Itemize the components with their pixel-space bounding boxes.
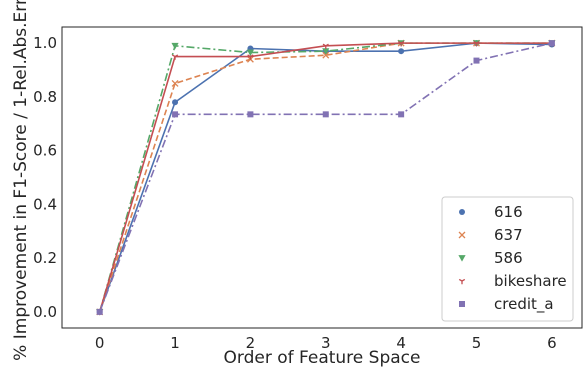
data-point (322, 48, 330, 55)
legend-label: bikeshare (494, 272, 567, 290)
data-point (247, 54, 254, 60)
data-point (246, 49, 255, 57)
data-point (322, 43, 329, 50)
data-point (473, 57, 480, 64)
legend-label: 616 (494, 203, 523, 221)
x-tick-label: 5 (472, 334, 482, 352)
legend-marker (459, 209, 465, 215)
data-point (247, 111, 254, 118)
data-point (172, 99, 179, 106)
legend-box (441, 196, 574, 322)
legend-label: credit_a (494, 295, 554, 314)
data-point (398, 111, 405, 118)
data-point (96, 308, 103, 315)
plot-area (61, 26, 583, 329)
legend-label: 637 (494, 226, 523, 244)
x-tick-label: 1 (170, 334, 180, 352)
data-point (171, 54, 179, 60)
legend-item-637: 637 (458, 226, 523, 244)
legend-label: 586 (494, 249, 523, 267)
x-tick-label: 6 (547, 334, 557, 352)
x-axis-label: Order of Feature Space (224, 348, 421, 368)
legend-item-586: 586 (458, 249, 523, 267)
x-tick-label: 3 (321, 334, 331, 352)
y-tick-label: 0.2 (33, 249, 57, 267)
legend-item-bikeshare: bikeshare (458, 272, 567, 290)
data-point (322, 51, 330, 59)
data-point (172, 111, 179, 118)
legend-item-616: 616 (459, 203, 523, 221)
x-tick-label: 4 (396, 334, 406, 352)
x-tick-label: 2 (246, 334, 256, 352)
data-point (473, 40, 480, 47)
y-tick-label: 0.8 (33, 88, 57, 106)
data-point (322, 111, 329, 118)
data-point (398, 48, 405, 55)
legend: 616 637 586 bikeshare credit_a (441, 196, 574, 322)
x-tick-label: 0 (95, 334, 105, 352)
series-layer (96, 39, 556, 316)
legend-marker (458, 231, 466, 239)
y-tick-label: 0.0 (33, 303, 57, 321)
data-point (171, 42, 179, 50)
y-tick-label: 0.4 (33, 195, 57, 213)
legend-marker (459, 301, 465, 307)
legend-item-credit_a: credit_a (459, 295, 554, 314)
y-tick-label: 1.0 (33, 34, 57, 52)
series-credit_a (96, 40, 555, 315)
data-point (171, 79, 179, 87)
legend-marker (458, 255, 466, 262)
data-point (398, 40, 405, 47)
y-tick-label: 0.6 (33, 142, 57, 160)
y-axis-label: % Improvement in F1-Score / 1-Rel.Abs.Er… (11, 0, 31, 361)
data-point (548, 40, 555, 47)
legend-marker (458, 278, 466, 285)
axis-ticks: 0 1 2 3 4 5 6 0.0 0.2 0.4 0.6 0.8 1.0 (33, 34, 556, 352)
